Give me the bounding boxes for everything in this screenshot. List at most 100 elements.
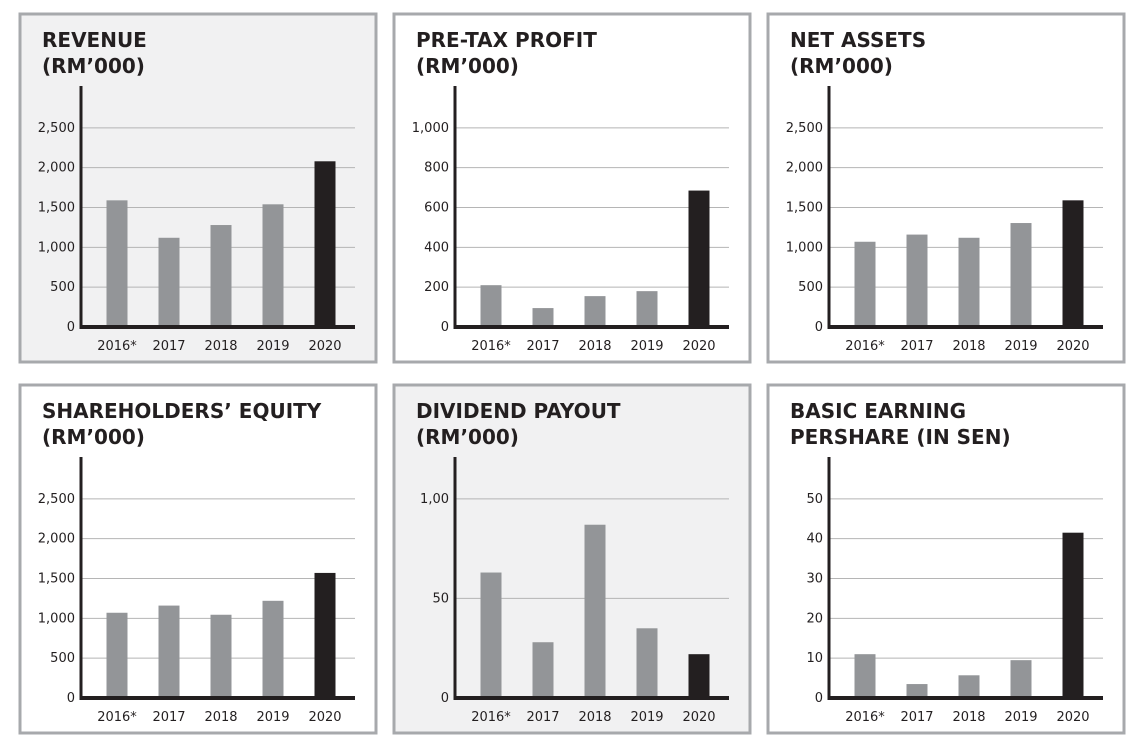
chart-title: SHAREHOLDERS’ EQUITY (42, 399, 322, 423)
y-tick-label: 1,000 (38, 611, 75, 626)
y-tick-label: 600 (424, 201, 449, 216)
chart-title: REVENUE (42, 28, 147, 52)
y-tick-label: 1,00 (420, 492, 449, 507)
bar (584, 296, 606, 327)
bar (480, 572, 502, 698)
chart-title: PRE-TAX PROFIT (416, 28, 597, 52)
x-tick-label: 2020 (308, 710, 341, 725)
x-tick-label: 2016* (845, 339, 885, 354)
bar (958, 237, 980, 327)
x-tick-label: 2016* (471, 339, 511, 354)
y-tick-label: 400 (424, 240, 449, 255)
y-tick-label: 500 (50, 651, 75, 666)
bar (854, 654, 876, 698)
x-tick-label: 2019 (256, 339, 289, 354)
bar (1010, 223, 1032, 327)
chart-subtitle: (RM’000) (790, 54, 893, 78)
x-tick-label: 2016* (471, 710, 511, 725)
chart-subtitle: PERSHARE (IN SEN) (790, 425, 1011, 449)
y-tick-label: 1,500 (38, 572, 75, 587)
x-tick-label: 2018 (578, 710, 611, 725)
y-tick-label: 500 (798, 280, 823, 295)
y-tick-label: 0 (441, 320, 449, 335)
bar (636, 291, 658, 327)
y-tick-label: 1,000 (38, 240, 75, 255)
y-tick-label: 0 (67, 691, 75, 706)
x-tick-label: 2019 (256, 710, 289, 725)
y-tick-label: 2,000 (38, 532, 75, 547)
y-tick-label: 2,500 (786, 121, 823, 136)
x-tick-label: 2018 (204, 710, 237, 725)
bar (1062, 200, 1084, 327)
y-tick-label: 2,000 (38, 161, 75, 176)
y-tick-label: 1,500 (786, 201, 823, 216)
bar (688, 190, 710, 327)
y-tick-label: 1,000 (412, 121, 449, 136)
y-tick-label: 2,000 (786, 161, 823, 176)
chart-title: NET ASSETS (790, 28, 926, 52)
x-tick-label: 2017 (152, 339, 185, 354)
y-tick-label: 50 (432, 591, 449, 606)
y-tick-label: 800 (424, 161, 449, 176)
chart-subtitle: (RM’000) (42, 54, 145, 78)
bar (210, 225, 232, 327)
y-tick-label: 0 (441, 691, 449, 706)
bar (314, 161, 336, 327)
bar (532, 308, 554, 327)
y-tick-label: 10 (806, 651, 823, 666)
x-tick-label: 2020 (682, 710, 715, 725)
chart-subtitle: (RM’000) (42, 425, 145, 449)
y-tick-label: 20 (806, 611, 823, 626)
bar (262, 204, 284, 327)
x-tick-label: 2020 (1056, 339, 1089, 354)
x-tick-label: 2020 (308, 339, 341, 354)
chart-subtitle: (RM’000) (416, 425, 519, 449)
chart-title: DIVIDEND PAYOUT (416, 399, 621, 423)
y-tick-label: 2,500 (38, 492, 75, 507)
y-tick-label: 1,500 (38, 201, 75, 216)
y-tick-label: 1,000 (786, 240, 823, 255)
x-tick-label: 2018 (952, 710, 985, 725)
bar (958, 675, 980, 698)
bar (158, 605, 180, 698)
bar (688, 654, 710, 698)
x-tick-label: 2016* (845, 710, 885, 725)
bar (584, 524, 606, 698)
y-tick-label: 40 (806, 532, 823, 547)
bar (1010, 660, 1032, 698)
x-tick-label: 2019 (1004, 710, 1037, 725)
chart-title: BASIC EARNING (790, 399, 966, 423)
y-tick-label: 0 (815, 691, 823, 706)
y-tick-label: 200 (424, 280, 449, 295)
bar (314, 572, 336, 698)
bar (480, 285, 502, 327)
bar (106, 612, 128, 698)
x-tick-label: 2018 (578, 339, 611, 354)
bar (262, 600, 284, 698)
y-tick-label: 500 (50, 280, 75, 295)
x-tick-label: 2019 (630, 710, 663, 725)
x-tick-label: 2018 (204, 339, 237, 354)
bar (636, 628, 658, 698)
bar (906, 234, 928, 327)
y-tick-label: 50 (806, 492, 823, 507)
x-tick-label: 2017 (900, 339, 933, 354)
x-tick-label: 2017 (900, 710, 933, 725)
y-tick-label: 0 (67, 320, 75, 335)
x-tick-label: 2018 (952, 339, 985, 354)
x-tick-label: 2017 (152, 710, 185, 725)
bar (210, 614, 232, 698)
bar (158, 237, 180, 327)
bar (854, 241, 876, 327)
x-tick-label: 2016* (97, 710, 137, 725)
bar (1062, 532, 1084, 698)
y-tick-label: 0 (815, 320, 823, 335)
bar (906, 684, 928, 698)
x-tick-label: 2020 (1056, 710, 1089, 725)
x-tick-label: 2017 (526, 339, 559, 354)
x-tick-label: 2017 (526, 710, 559, 725)
y-tick-label: 2,500 (38, 121, 75, 136)
bar (532, 642, 554, 698)
